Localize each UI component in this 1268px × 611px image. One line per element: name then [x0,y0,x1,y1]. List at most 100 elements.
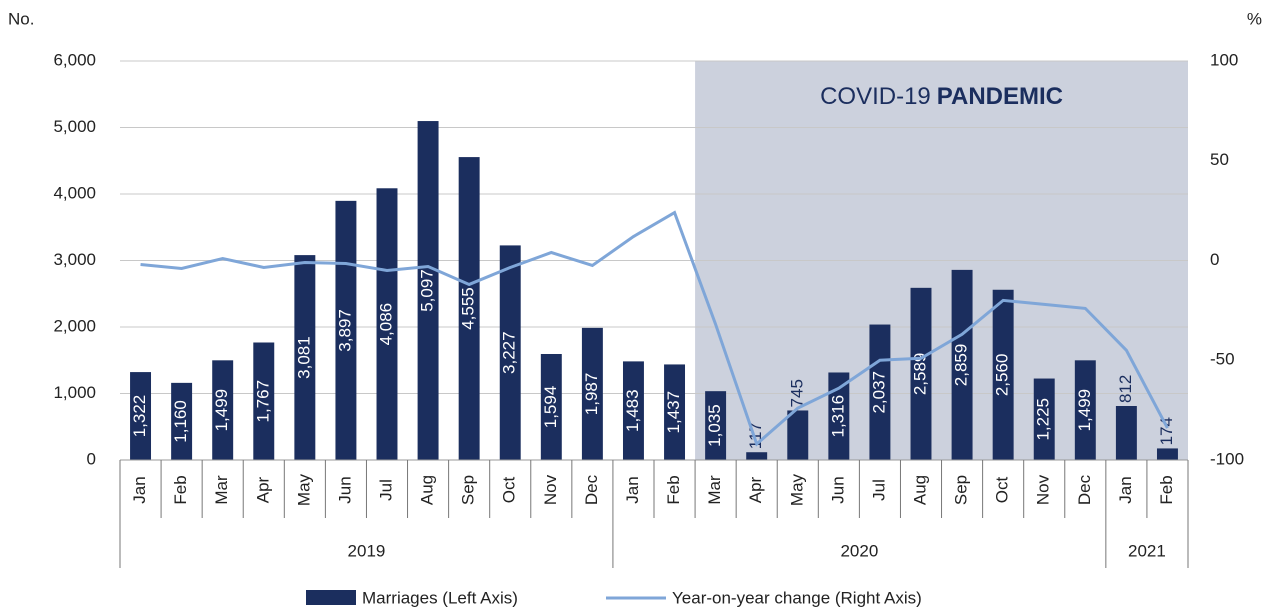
y2-tick-label: -100 [1210,449,1244,468]
value-label: 1,483 [623,389,642,432]
bar [992,289,1014,460]
legend-label: Year-on-year change (Right Axis) [672,588,922,607]
value-label: 5,097 [418,269,437,312]
bar [171,382,193,460]
y2-tick-label: 50 [1210,150,1229,169]
x-tick-label: Feb [664,475,683,504]
bar [417,121,439,460]
value-label: 2,859 [952,344,971,387]
value-label: 1,499 [1075,389,1094,432]
x-group-label: 2021 [1128,541,1166,560]
y2-tick-label: 0 [1210,250,1219,269]
annotation-text: COVID-19 [820,83,931,110]
bar [581,327,603,460]
x-tick-label: Apr [253,476,272,503]
value-label: 4,086 [376,303,395,346]
x-tick-label: Jun [335,476,354,503]
value-label: 1,225 [1034,398,1053,441]
x-tick-label: Aug [910,475,929,505]
y-tick-label: 6,000 [53,50,96,69]
bar [458,157,480,460]
legend-swatch [306,590,356,605]
x-tick-label: Oct [500,477,519,504]
line [140,210,1169,447]
value-label: 2,037 [869,371,888,414]
bar [1115,406,1137,460]
value-label: 3,081 [294,336,313,379]
value-label: 174 [1157,417,1176,445]
value-label: 3,897 [335,309,354,352]
x-tick-label: Oct [993,477,1012,504]
annotation-bold-text: PANDEMIC [937,83,1063,110]
x-tick-label: Dec [582,474,601,505]
bar [1156,448,1178,460]
bar [253,342,275,460]
value-label: 1,437 [664,391,683,434]
legend-label: Marriages (Left Axis) [362,588,518,607]
bar [1074,360,1096,460]
value-label: 3,227 [500,331,519,374]
x-tick-label: Jan [623,476,642,503]
bar [664,364,686,460]
x-tick-label: Jan [130,476,149,503]
value-label: 1,160 [171,400,190,443]
value-label: 812 [1116,375,1135,403]
x-tick-label: Sep [459,475,478,505]
value-label: 745 [787,379,806,407]
value-label: 1,035 [705,404,724,447]
bar [746,452,768,460]
x-tick-label: Jul [869,479,888,501]
x-tick-label: Dec [1075,474,1094,505]
x-tick-label: Apr [746,476,765,503]
x-tick-label: Jan [1116,476,1135,503]
x-tick-label: Feb [171,475,190,504]
bar [705,391,727,460]
bar [622,361,644,460]
x-tick-label: May [787,473,806,506]
y2-tick-label: 100 [1210,50,1238,69]
bar [910,287,932,460]
value-label: 1,316 [828,395,847,438]
value-label: 1,767 [253,380,272,423]
x-tick-label: Nov [1034,474,1053,505]
x-tick-label: Mar [212,475,231,505]
x-tick-label: Feb [1157,475,1176,504]
y-tick-label: 2,000 [53,316,96,335]
x-tick-label: Jun [828,476,847,503]
y-tick-label: 0 [87,449,96,468]
bar [951,269,973,460]
x-tick-label: Jul [376,479,395,501]
y-axis-label: No. [8,9,34,28]
value-label: 2,589 [910,353,929,396]
bar [212,360,234,460]
x-group-label: 2020 [840,541,878,560]
x-tick-label: Nov [541,474,560,505]
bar [499,245,521,460]
x-group-label: 2019 [348,541,386,560]
bar [130,372,152,460]
bar [540,353,562,460]
bar [787,410,809,460]
y-tick-label: 1,000 [53,383,96,402]
y2-tick-label: -50 [1210,350,1235,369]
x-tick-label: Mar [705,475,724,505]
bar [294,255,316,460]
x-tick-label: May [294,473,313,506]
value-label: 4,555 [459,287,478,330]
bar [1033,378,1055,460]
x-tick-label: Aug [418,475,437,505]
x-tick-label: Sep [952,475,971,505]
bar [376,188,398,460]
bar [869,324,891,460]
bar [828,372,850,460]
annotation: COVID-19 PANDEMIC [820,83,1063,110]
value-label: 1,987 [582,373,601,416]
value-label: 1,594 [541,386,560,429]
value-label: 1,322 [130,395,149,438]
y-tick-label: 4,000 [53,183,96,202]
y-tick-label: 5,000 [53,117,96,136]
value-label: 1,499 [212,389,231,432]
y2-axis-label: % [1247,9,1262,28]
y-tick-label: 3,000 [53,250,96,269]
